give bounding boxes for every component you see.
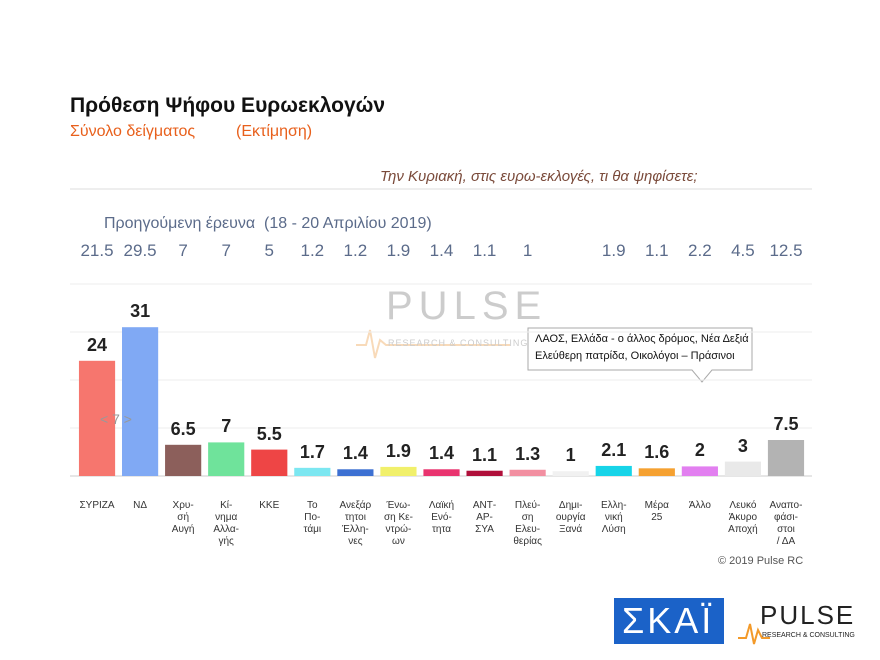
copyright: © 2019 Pulse RC: [718, 555, 804, 567]
bar: [466, 470, 503, 476]
bar: [767, 440, 805, 476]
category-label: Ένω- ση Κε- ντρώ- ων: [383, 500, 413, 547]
category-label: ΣΥΡΙΖΑ: [79, 500, 115, 511]
previous-label: Προηγούμενη έρευνα (18 - 20 Απριλίου 201…: [104, 215, 432, 232]
bar: [638, 468, 675, 476]
previous-value: 1.1: [472, 241, 497, 260]
previous-value: 2.2: [688, 241, 712, 260]
previous-value: 29.5: [123, 241, 157, 260]
bar: [423, 469, 460, 476]
category-label: ΑΝΤ- ΑΡ- ΣΥΑ: [472, 500, 497, 535]
watermark: PULSE: [386, 284, 548, 328]
category-label: Χρυ- σή Αυγή: [171, 500, 195, 535]
category-label: Πλεύ- ση Ελευ- θερίας: [513, 500, 542, 547]
pager[interactable]: < 7 >: [100, 411, 132, 427]
bar: [724, 461, 762, 476]
previous-value: 5: [264, 241, 274, 260]
bar: [208, 442, 245, 476]
subtitle-note: (Εκτίμηση): [236, 123, 313, 140]
subtitle: Σύνολο δείγματος: [70, 123, 196, 140]
category-label: Μέρα 25: [644, 500, 669, 523]
skai-logo: ΣΚΑΪ: [622, 600, 715, 641]
bar: [509, 469, 546, 476]
previous-value: 1.2: [300, 241, 325, 260]
tooltip-line: Ελεύθερη πατρίδα, Οικολόγοι – Πράσινοι: [535, 350, 735, 362]
value-label: 2: [694, 440, 705, 461]
category-label: Δημι- ουργία Ξανά: [555, 500, 586, 535]
value-label: 1.7: [299, 441, 325, 462]
value-label: 7.5: [773, 414, 799, 434]
pulse-logo: PULSE: [760, 600, 856, 630]
value-label: 6.5: [170, 418, 196, 439]
category-label: Ελλη- νική Λύση: [600, 500, 627, 535]
value-label: 1.9: [385, 440, 411, 461]
category-label: Λευκό Άκυρο Αποχή: [728, 500, 758, 535]
value-label: 1.4: [342, 443, 368, 464]
category-label: ΝΔ: [133, 500, 148, 511]
value-label: 2.1: [601, 439, 627, 460]
value-label: 1.6: [644, 442, 670, 463]
value-label: 31: [130, 301, 151, 322]
tooltip-box: [527, 327, 753, 383]
value-label: 3: [737, 435, 748, 456]
bar: [251, 449, 288, 476]
bar: [380, 466, 417, 476]
previous-value: 1.9: [601, 241, 626, 260]
previous-value: 7: [178, 241, 188, 260]
category-label: ΚΚΕ: [259, 500, 280, 511]
bar: [122, 327, 159, 476]
category-label: Ανεξάρ τητοι Έλλη- νες: [339, 500, 372, 547]
title: Πρόθεση Ψήφου Ευρωεκλογών: [70, 94, 386, 117]
bar: [78, 360, 116, 476]
bar: [294, 467, 331, 476]
value-label: 5.5: [256, 423, 282, 444]
previous-value: 1.1: [644, 241, 669, 260]
category-label: Αναπο- φάσι- στοι / ΔΑ: [769, 500, 803, 547]
category-label: Άλλο: [688, 500, 711, 511]
bar: [595, 465, 632, 476]
tooltip-line: ΛΑΟΣ, Ελλάδα - ο άλλος δρόμος, Νέα Δεξιά: [535, 333, 749, 345]
pulse-logo-sub: RESEARCH & CONSULTING: [762, 632, 855, 639]
bar: [165, 444, 202, 476]
value-label: 1.4: [428, 443, 455, 464]
previous-value: 4.5: [731, 241, 755, 260]
value-label: 24: [87, 334, 108, 355]
value-label: 1.3: [515, 443, 541, 464]
previous-value: 1.2: [343, 241, 368, 260]
logo-pulse-line: [738, 623, 770, 645]
category-label: Το Πο- τάμι: [303, 500, 322, 535]
category-label: Κί- νημα Αλλα- γής: [213, 500, 240, 547]
value-label: 1: [565, 445, 576, 466]
bar: [337, 469, 374, 476]
value-label: 7: [221, 416, 232, 437]
previous-value: 7: [221, 241, 231, 260]
previous-value: 1.4: [429, 241, 454, 260]
bar: [681, 466, 718, 476]
skai-logo-bg: [614, 598, 724, 644]
previous-value: 1.9: [386, 241, 411, 260]
watermark-sub: RESEARCH & CONSULTING: [388, 338, 529, 348]
previous-value: 1: [522, 241, 533, 260]
previous-value: 12.5: [769, 241, 803, 260]
previous-value: 21.5: [80, 241, 114, 260]
question: Την Κυριακή, στις ευρω-εκλογές, τι θα ψη…: [380, 168, 698, 185]
watermark-pulse-line: [356, 329, 510, 359]
bar: [552, 471, 589, 476]
category-label: Λαϊκή Ενό- τητα: [428, 500, 455, 535]
value-label: 1.1: [472, 444, 498, 465]
